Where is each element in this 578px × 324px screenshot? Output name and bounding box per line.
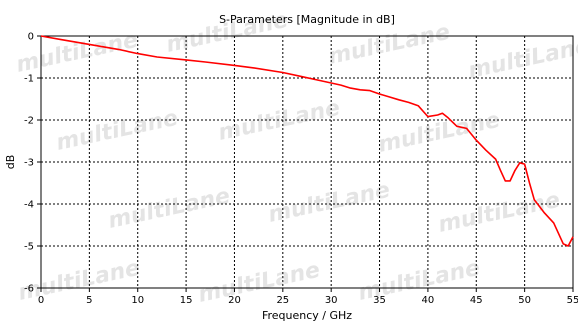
y-tick-label: -3 (24, 158, 34, 169)
y-axis-ticks: 0 -1 -2 -3 -4 -5 -6 (24, 32, 41, 295)
watermark-text: multiLane (216, 96, 342, 146)
x-tick-label: 50 (518, 295, 531, 306)
x-tick-label: 0 (38, 295, 44, 306)
x-tick-label: 15 (180, 295, 193, 306)
x-axis-label: Frequency / GHz (262, 309, 352, 322)
x-tick-label: 20 (228, 295, 241, 306)
series-layer (40, 35, 574, 247)
y-tick-label: 0 (28, 32, 34, 43)
x-tick-label: 5 (86, 295, 92, 306)
x-tick-label: 55 (567, 295, 578, 306)
watermark-text: multiLane (326, 20, 452, 70)
x-tick-label: 30 (325, 295, 338, 306)
watermark-text: multiLane (266, 178, 392, 228)
x-axis-ticks: 0 5 10 15 20 25 30 35 40 45 50 55 (38, 288, 578, 306)
y-axis-label: dB (4, 155, 17, 170)
y-tick-label: -5 (24, 242, 34, 253)
watermark-text: multiLane (106, 184, 232, 234)
watermark-text: multiLane (16, 256, 142, 306)
watermark-text: multiLane (196, 258, 322, 308)
x-tick-label: 35 (373, 295, 386, 306)
y-tick-label: -4 (24, 200, 34, 211)
chart-title: S-Parameters [Magnitude in dB] (219, 13, 395, 26)
watermark-text: multiLane (54, 106, 180, 156)
series-line (40, 35, 574, 247)
watermark-text: multiLane (466, 34, 578, 84)
y-tick-label: -1 (24, 74, 34, 85)
x-tick-label: 45 (470, 295, 483, 306)
y-tick-label: -6 (24, 284, 34, 295)
x-tick-label: 25 (276, 295, 289, 306)
y-tick-label: -2 (24, 116, 34, 127)
x-tick-label: 40 (422, 295, 435, 306)
x-tick-label: 10 (131, 295, 144, 306)
